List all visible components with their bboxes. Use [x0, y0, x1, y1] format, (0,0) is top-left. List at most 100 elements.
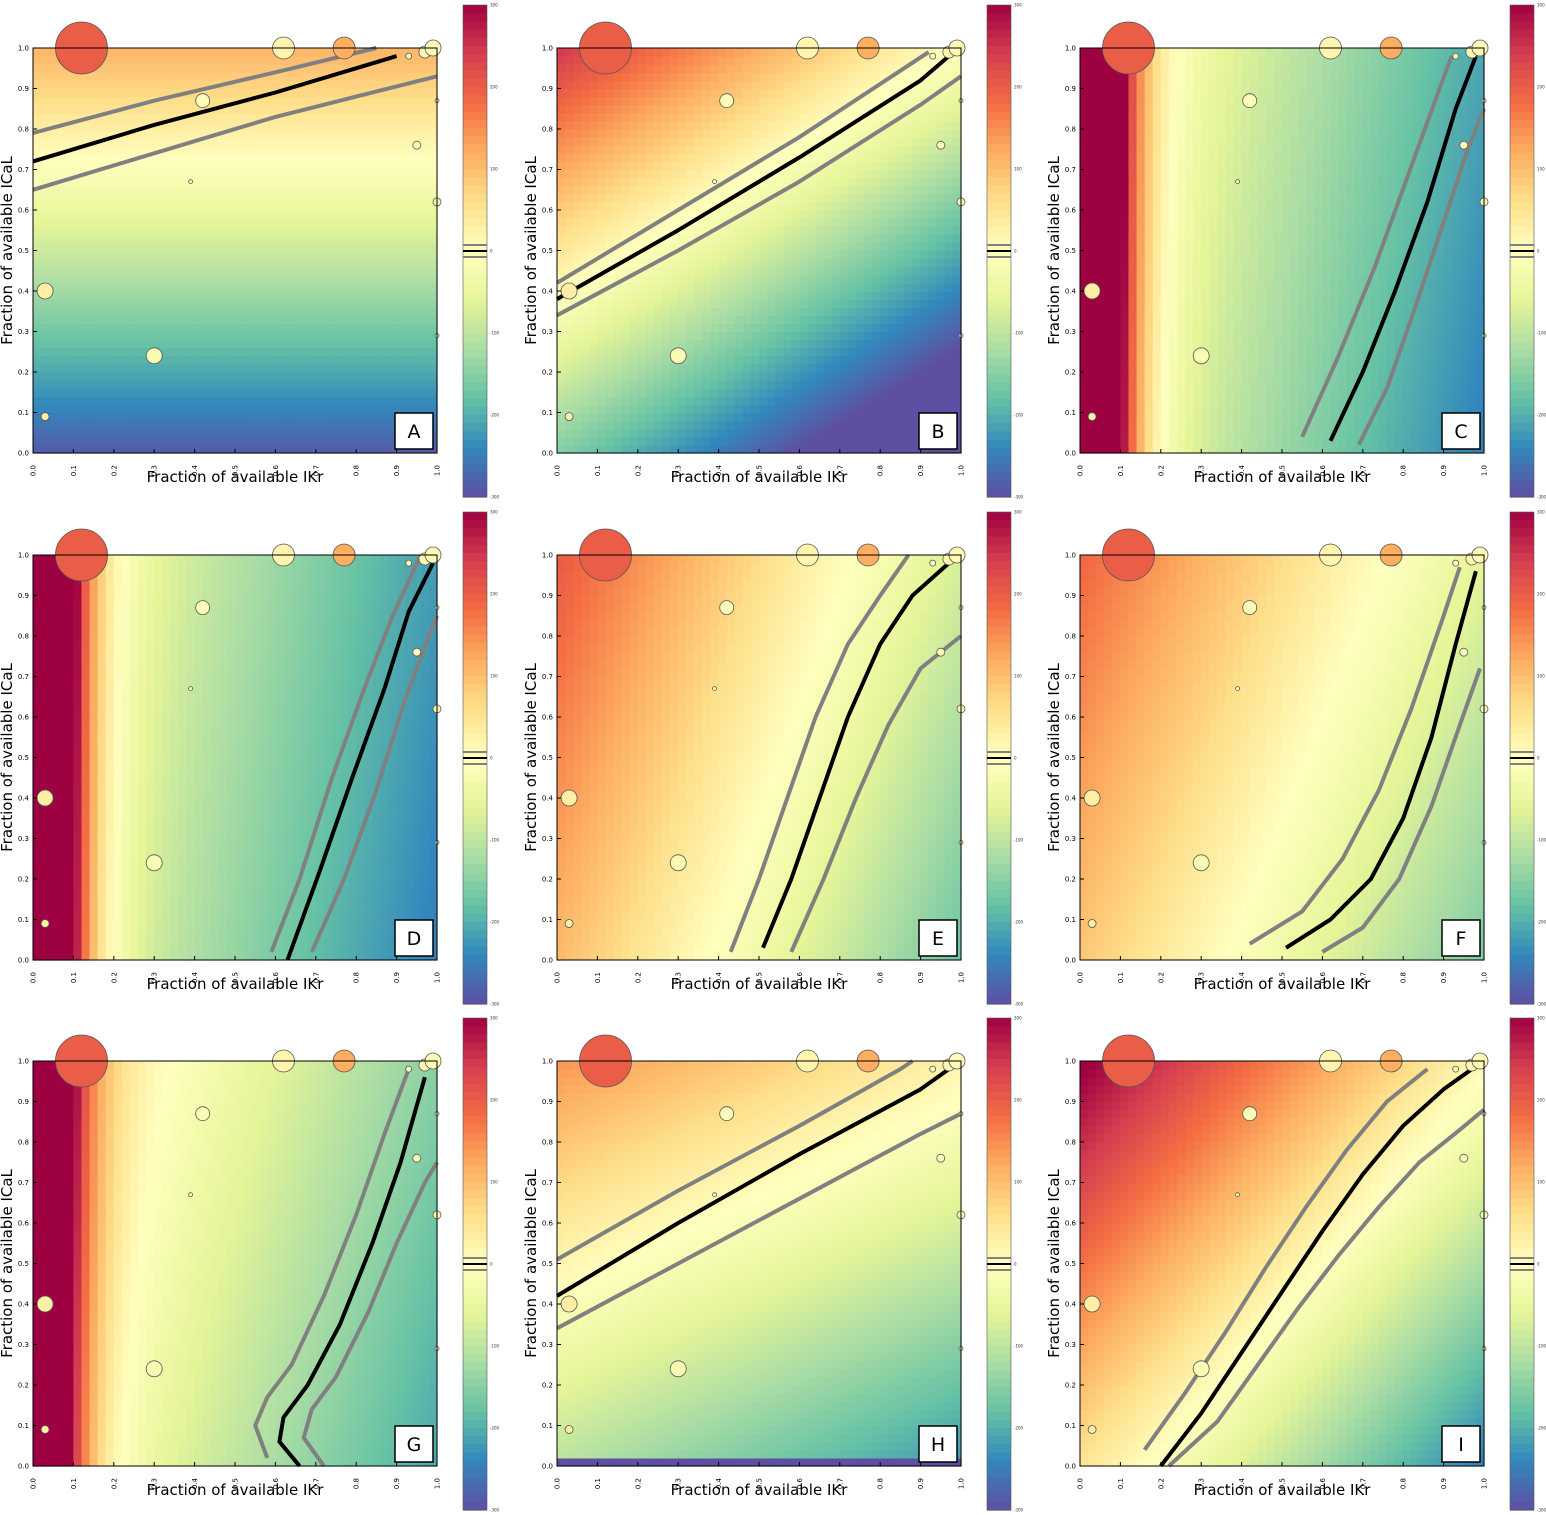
heatmap-cell: [146, 283, 155, 292]
heatmap-cell: [614, 291, 623, 300]
heatmap-cell: [557, 396, 566, 405]
heatmap-cell: [759, 396, 768, 405]
heatmap-cell: [775, 380, 784, 389]
heatmap-cell: [316, 234, 325, 243]
colorbar-segment: [463, 317, 487, 326]
heatmap-cell: [783, 56, 792, 65]
heatmap-cell: [799, 421, 808, 430]
heatmap-cell: [824, 145, 833, 154]
heatmap-cell: [727, 161, 736, 170]
heatmap-cell: [719, 299, 728, 308]
heatmap-cell: [807, 323, 816, 332]
heatmap-cell: [154, 315, 163, 324]
heatmap-cell: [727, 307, 736, 316]
heatmap-cell: [259, 251, 268, 260]
heatmap-cell: [597, 186, 606, 195]
heatmap-cell: [380, 413, 389, 422]
heatmap-cell: [81, 291, 90, 300]
heatmap-cell: [929, 234, 938, 243]
heatmap-cell: [719, 113, 728, 122]
heatmap-cell: [807, 178, 816, 187]
heatmap-cell: [654, 153, 663, 162]
heatmap-cell: [848, 275, 857, 284]
colorbar-segment: [463, 210, 487, 219]
heatmap-cell: [275, 137, 284, 146]
heatmap-cell: [896, 226, 905, 235]
heatmap-cell: [581, 153, 590, 162]
heatmap-cell: [840, 275, 849, 284]
heatmap-cell: [122, 291, 131, 300]
heatmap-cell: [605, 437, 614, 446]
heatmap-cell: [170, 267, 179, 276]
heatmap-cell: [162, 72, 171, 81]
heatmap-cell: [33, 178, 42, 187]
heatmap-cell: [581, 72, 590, 81]
heatmap-cell: [413, 259, 422, 268]
heatmap-cell: [364, 348, 373, 357]
heatmap-cell: [759, 445, 768, 454]
heatmap-cell: [340, 153, 349, 162]
heatmap-cell: [896, 161, 905, 170]
heatmap-cell: [929, 226, 938, 235]
heatmap-cell: [146, 307, 155, 316]
heatmap-cell: [138, 194, 147, 203]
heatmap-cell: [702, 161, 711, 170]
heatmap-cell: [597, 421, 606, 430]
heatmap-cell: [130, 89, 139, 98]
heatmap-cell: [397, 202, 406, 211]
heatmap-cell: [646, 56, 655, 65]
heatmap-B: [557, 48, 962, 454]
heatmap-cell: [98, 307, 107, 316]
heatmap-cell: [702, 421, 711, 430]
heatmap-cell: [896, 356, 905, 365]
heatmap-cell: [686, 251, 695, 260]
heatmap-cell: [421, 404, 430, 413]
heatmap-cell: [581, 129, 590, 138]
heatmap-cell: [799, 307, 808, 316]
heatmap-cell: [356, 356, 365, 365]
heatmap-cell: [316, 161, 325, 170]
heatmap-cell: [178, 421, 187, 430]
heatmap-cell: [904, 259, 913, 268]
heatmap-cell: [840, 186, 849, 195]
heatmap-cell: [146, 332, 155, 341]
heatmap-cell: [872, 121, 881, 130]
heatmap-cell: [267, 299, 276, 308]
heatmap-cell: [727, 234, 736, 243]
heatmap-cell: [162, 429, 171, 438]
heatmap-cell: [832, 388, 841, 397]
heatmap-cell: [888, 364, 897, 373]
heatmap-cell: [300, 388, 309, 397]
heatmap-cell: [405, 113, 414, 122]
heatmap-cell: [872, 178, 881, 187]
heatmap-cell: [622, 161, 631, 170]
heatmap-cell: [751, 121, 760, 130]
heatmap-cell: [348, 137, 357, 146]
heatmap-cell: [711, 218, 720, 227]
heatmap-cell: [90, 72, 99, 81]
heatmap-cell: [904, 170, 913, 179]
heatmap-cell: [65, 445, 74, 454]
heatmap-cell: [389, 234, 398, 243]
heatmap-cell: [694, 251, 703, 260]
heatmap-cell: [872, 113, 881, 122]
heatmap-cell: [372, 404, 381, 413]
heatmap-cell: [203, 413, 212, 422]
heatmap-cell: [65, 202, 74, 211]
heatmap-cell: [73, 186, 82, 195]
x-tick-label: 1.0: [434, 465, 442, 476]
heatmap-cell: [856, 194, 865, 203]
heatmap-cell: [405, 145, 414, 154]
heatmap-cell: [251, 64, 260, 73]
heatmap-cell: [275, 437, 284, 446]
heatmap-cell: [187, 340, 196, 349]
heatmap-cell: [880, 186, 889, 195]
heatmap-cell: [622, 283, 631, 292]
heatmap-cell: [646, 137, 655, 146]
colorbar-segment: [463, 382, 487, 391]
heatmap-cell: [146, 259, 155, 268]
heatmap-cell: [356, 113, 365, 122]
heatmap-cell: [630, 113, 639, 122]
heatmap-cell: [840, 421, 849, 430]
heatmap-cell: [259, 307, 268, 316]
